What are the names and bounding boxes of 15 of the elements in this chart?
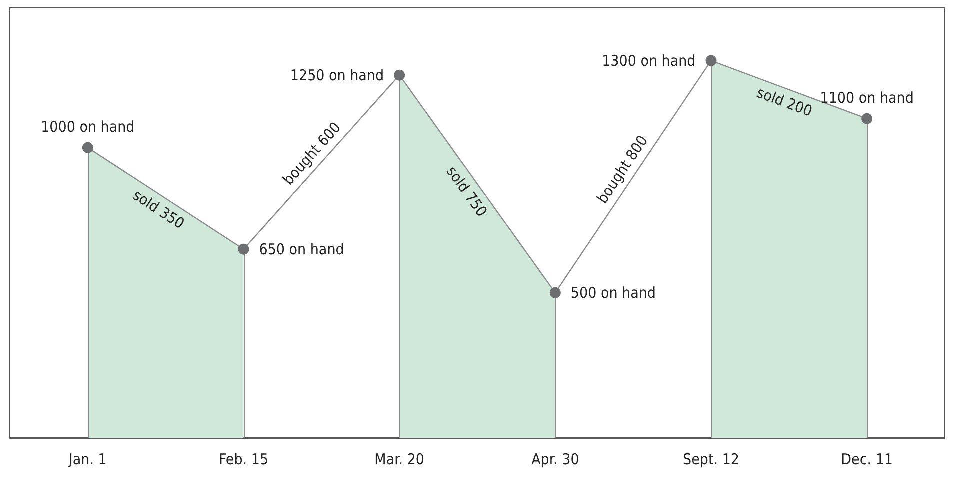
data-label: 650 on hand	[259, 240, 344, 258]
annotation: sold 200	[754, 84, 815, 120]
x-tick-label: Feb. 15	[218, 450, 269, 468]
x-tick-label: Apr. 30	[532, 450, 580, 468]
data-label: 1250 on hand	[290, 66, 384, 84]
x-tick-label: Jan. 1	[68, 450, 107, 468]
x-tick-label: Sept. 12	[683, 450, 740, 468]
data-label: 500 on hand	[570, 284, 656, 302]
x-tick-label: Mar. 20	[374, 450, 424, 468]
data-label: 1300 on hand	[602, 52, 696, 70]
annotation: sold 350	[130, 186, 188, 233]
data-label: 1000 on hand	[41, 118, 135, 136]
data-label: 1100 on hand	[820, 88, 914, 107]
x-tick-label: Dec. 11	[841, 450, 894, 468]
annotation: sold 750	[442, 163, 492, 220]
